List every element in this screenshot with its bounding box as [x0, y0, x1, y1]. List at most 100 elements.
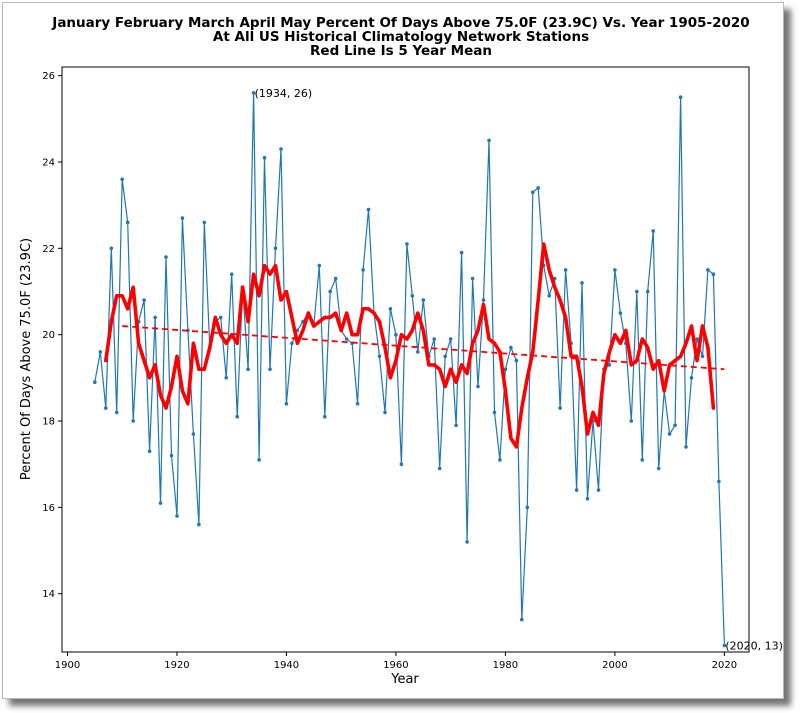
- data-point-1960: [394, 332, 398, 337]
- data-point-1906: [98, 350, 103, 354]
- data-point-1940: [284, 402, 289, 406]
- data-point-1957: [377, 354, 382, 359]
- data-point-1962: [405, 242, 409, 246]
- five-year-mean-line: [104, 242, 716, 449]
- x-tick-label-2020: 2020: [712, 660, 737, 671]
- data-point-1973: [465, 540, 469, 544]
- data-point-1954: [361, 268, 365, 272]
- x-tick-label-1960: 1960: [383, 660, 408, 671]
- data-point-1907: [104, 406, 108, 410]
- data-point-1920: [175, 514, 179, 518]
- data-point-1986: [536, 186, 540, 190]
- data-point-2003: [629, 419, 634, 423]
- data-point-1933: [246, 367, 250, 372]
- data-point-1978: [492, 410, 497, 415]
- data-point-1968: [437, 466, 442, 471]
- data-point-1982: [514, 358, 519, 363]
- data-point-1961: [399, 462, 404, 467]
- data-point-2011: [673, 423, 677, 428]
- x-axis-label: Year: [390, 672, 419, 687]
- data-point-2012: [678, 95, 683, 99]
- data-point-1948: [328, 289, 333, 294]
- data-point-1974: [470, 276, 475, 281]
- y-tick-label-24: 24: [42, 157, 55, 168]
- data-point-1936: [262, 155, 267, 160]
- y-axis-label: Percent Of Days Above 75.0F (23.9C): [19, 238, 34, 480]
- x-tick-label-1920: 1920: [164, 660, 189, 671]
- data-point-1967: [432, 337, 437, 341]
- data-point-1937: [268, 367, 272, 372]
- data-point-2013: [684, 445, 688, 449]
- title-line-1: January February March April May Percent…: [51, 15, 749, 31]
- data-point-2015: [695, 337, 699, 341]
- x-tick-label-1980: 1980: [493, 660, 518, 671]
- data-point-2020: [722, 643, 727, 648]
- data-point-1918: [164, 255, 168, 259]
- data-point-1984: [525, 505, 530, 510]
- data-point-1915: [147, 449, 152, 454]
- data-point-1916: [153, 315, 157, 320]
- data-point-1955: [366, 207, 371, 212]
- data-point-1941: [290, 341, 294, 346]
- data-point-2014: [689, 376, 694, 380]
- data-point-2004: [635, 289, 639, 294]
- title-line-2: At All US Historical Climatology Network…: [213, 29, 589, 45]
- x-tick-label-2000: 2000: [602, 660, 627, 671]
- data-point-1991: [563, 268, 568, 272]
- plot-area: (1934, 26) (2020, 13): [93, 87, 783, 653]
- data-point-1949: [333, 276, 338, 281]
- data-point-2007: [651, 229, 655, 233]
- data-point-1971: [454, 423, 458, 428]
- data-point-1980: [503, 367, 508, 372]
- data-point-1911: [125, 220, 130, 225]
- data-point-2008: [656, 466, 661, 471]
- data-point-1969: [443, 354, 448, 359]
- data-point-1970: [448, 337, 453, 341]
- data-point-1928: [218, 315, 223, 320]
- data-point-1977: [487, 138, 491, 143]
- chart-title: January February March April May Percent…: [51, 15, 749, 59]
- data-point-1972: [459, 250, 464, 255]
- data-point-1947: [323, 414, 327, 419]
- data-point-1951: [344, 337, 349, 341]
- chart-frame: January February March April May Percent…: [2, 2, 784, 699]
- data-point-2019: [717, 479, 721, 484]
- y-tick-label-22: 22: [42, 244, 55, 255]
- data-point-1925: [202, 220, 207, 225]
- data-point-1905: [93, 380, 97, 385]
- line-chart: January February March April May Percent…: [19, 15, 783, 687]
- data-point-1917: [158, 501, 163, 505]
- data-point-2001: [618, 311, 623, 315]
- data-point-1979: [498, 458, 502, 462]
- data-point-1994: [580, 281, 584, 285]
- data-point-2010: [667, 432, 672, 436]
- data-point-1919: [169, 453, 174, 458]
- data-point-2018: [711, 272, 716, 277]
- data-point-2017: [706, 268, 710, 272]
- data-point-1924: [197, 522, 201, 527]
- yearly-series-line: [94, 92, 725, 646]
- annotation-1: (2020, 13): [725, 640, 783, 653]
- title-line-3: Red Line Is 5 Year Mean: [310, 43, 492, 59]
- data-point-1976: [481, 298, 486, 302]
- data-point-1990: [558, 406, 562, 410]
- data-point-1938: [273, 246, 278, 251]
- data-point-1929: [224, 376, 228, 380]
- data-point-1934: [251, 91, 256, 95]
- trend-line: [122, 325, 725, 371]
- axes-box: [61, 66, 750, 653]
- y-tick-label-16: 16: [42, 503, 55, 514]
- data-point-1975: [476, 384, 480, 389]
- axis-ticks: 1900 1920 1940 1960 1980 2000 2020 14 16 18 20 22 24…: [42, 71, 737, 671]
- data-point-1985: [531, 190, 535, 194]
- x-tick-label-1940: 1940: [274, 660, 299, 671]
- x-tick-label-1900: 1900: [55, 660, 80, 671]
- y-tick-label-14: 14: [42, 589, 55, 600]
- data-point-1935: [257, 458, 261, 462]
- data-point-2016: [700, 354, 705, 359]
- y-tick-label-26: 26: [42, 71, 55, 82]
- data-point-1981: [509, 345, 513, 350]
- data-point-1959: [388, 307, 393, 311]
- data-point-1912: [131, 419, 135, 423]
- data-point-1939: [279, 147, 283, 151]
